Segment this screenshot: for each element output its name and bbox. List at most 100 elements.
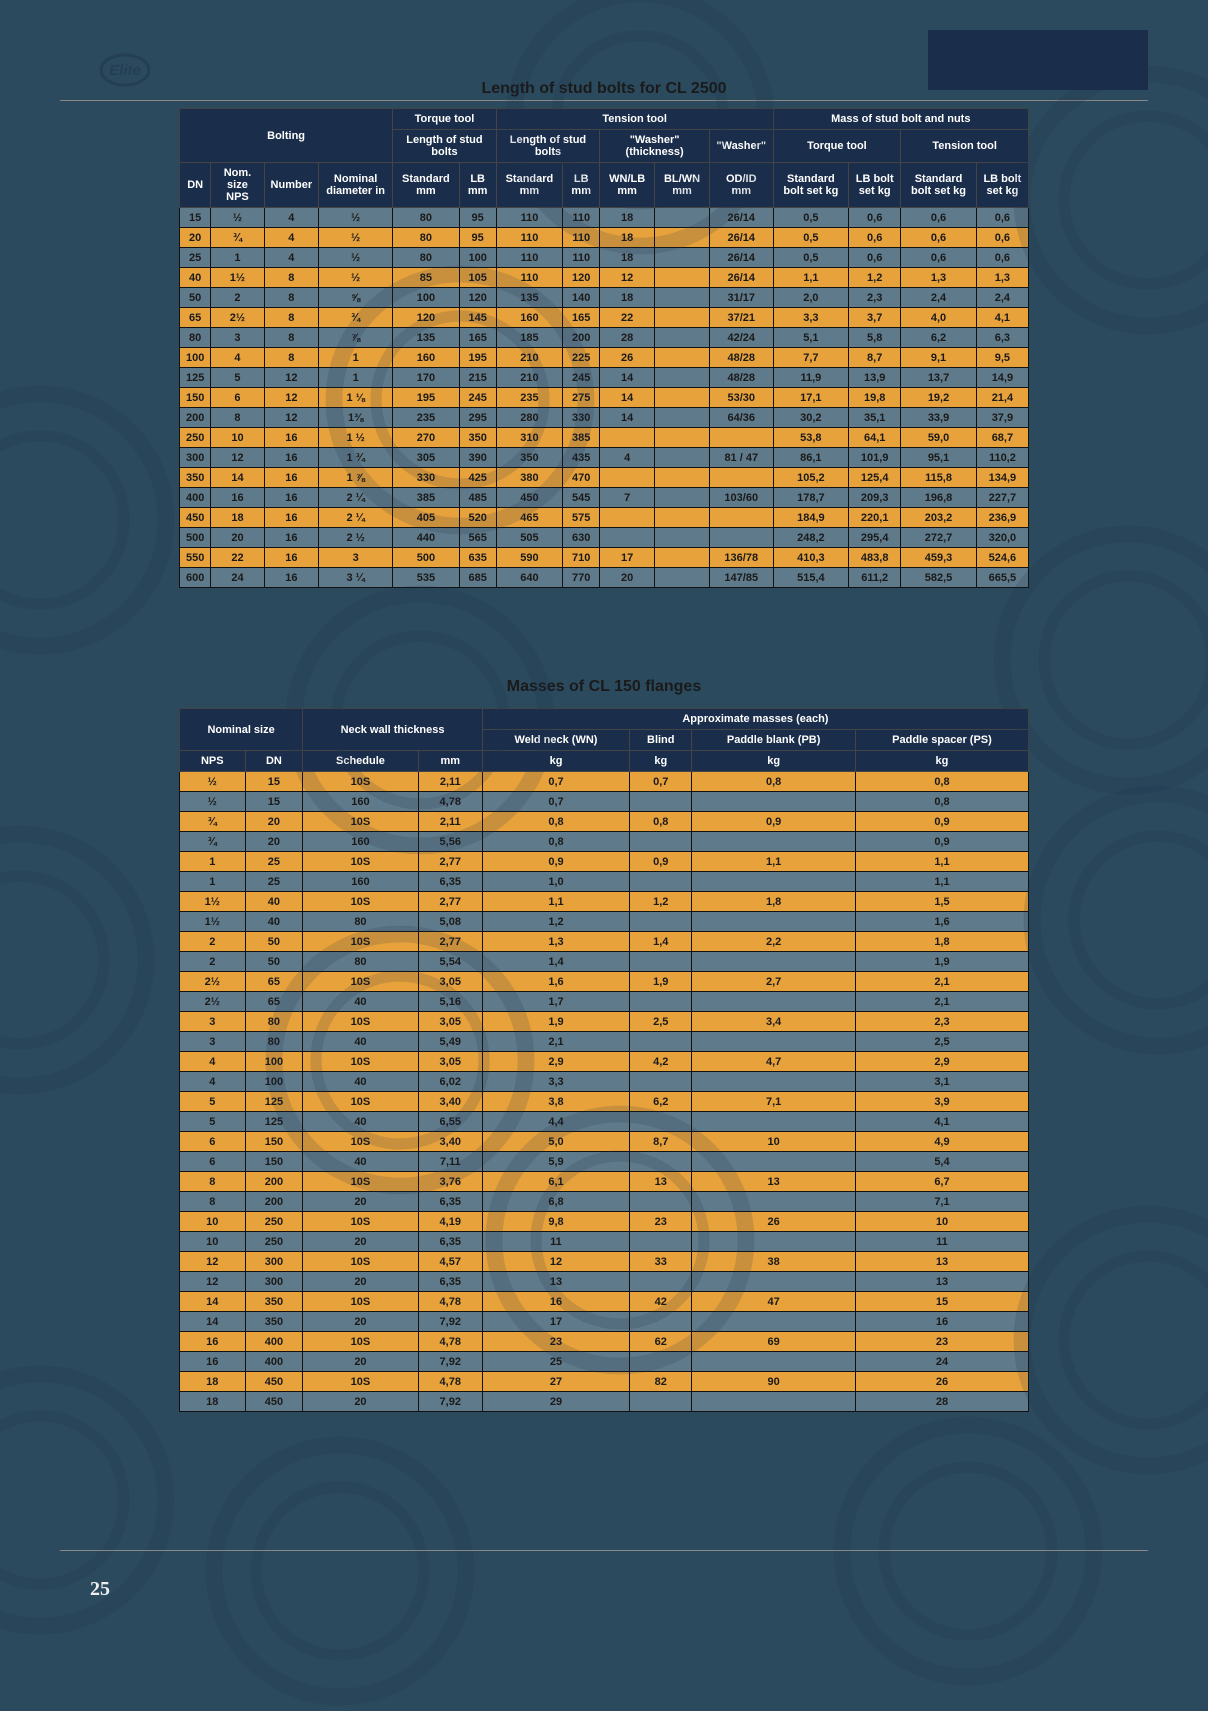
table-row: 250805,541,41,9 [180, 952, 1029, 972]
cell: 2,3 [855, 1012, 1028, 1032]
cell: 630 [563, 528, 600, 548]
table-row: 12551211702152102451448/2811,913,913,714… [180, 368, 1029, 388]
cell: 7,92 [418, 1312, 482, 1332]
cell: 600 [180, 568, 211, 588]
cell: 105,2 [773, 468, 849, 488]
cell: 10S [303, 1372, 418, 1392]
cell: 4,9 [855, 1132, 1028, 1152]
cell: 26/14 [709, 228, 773, 248]
cell [655, 228, 710, 248]
table-row: 1025010S4,199,8232610 [180, 1212, 1029, 1232]
cell: 500 [393, 548, 459, 568]
column-header: kg [482, 751, 629, 772]
th-torq-m: Torque tool [773, 130, 901, 163]
cell: 0,5 [773, 248, 849, 268]
table-row: 18450207,922928 [180, 1392, 1029, 1412]
cell: ½ [319, 268, 393, 288]
cell: 125,4 [849, 468, 901, 488]
cell: 1,0 [482, 872, 629, 892]
cell: 5 [180, 1112, 246, 1132]
cell: 10S [303, 1212, 418, 1232]
cell: 640 [496, 568, 562, 588]
table-row: 38010S3,051,92,53,42,3 [180, 1012, 1029, 1032]
cell [692, 1112, 856, 1132]
cell: 110 [496, 208, 562, 228]
cell: 1,2 [849, 268, 901, 288]
watermark-stamp [1008, 60, 1208, 340]
cell: 103/60 [709, 488, 773, 508]
cell: 20 [600, 568, 655, 588]
cell: 350 [496, 448, 562, 468]
cell: 435 [563, 448, 600, 468]
cell: 65 [245, 972, 303, 992]
cell: 100 [459, 248, 496, 268]
cell: 7,11 [418, 1152, 482, 1172]
cell: 12 [264, 368, 319, 388]
cell: 1½ [180, 892, 246, 912]
cell: 1 ⅛ [319, 388, 393, 408]
cell: 524,6 [976, 548, 1028, 568]
cell [600, 508, 655, 528]
cell: 20 [303, 1392, 418, 1412]
cell: 4,2 [630, 1052, 692, 1072]
cell: 0,9 [630, 852, 692, 872]
cell: 12 [264, 388, 319, 408]
cell: 2 [180, 952, 246, 972]
table-row: 15½4½80951101101826/140,50,60,60,6 [180, 208, 1029, 228]
column-header: LB mm [459, 163, 496, 208]
column-header: OD/ID mm [709, 163, 773, 208]
cell: 40 [180, 268, 211, 288]
cell: 10S [303, 1292, 418, 1312]
cell: 26/14 [709, 208, 773, 228]
cell: 245 [563, 368, 600, 388]
column-header: mm [418, 751, 482, 772]
cell: 135 [496, 288, 562, 308]
cell: 100 [245, 1072, 303, 1092]
cell: 195 [393, 388, 459, 408]
cell: 40 [245, 892, 303, 912]
cell: 2,0 [773, 288, 849, 308]
cell: 305 [393, 448, 459, 468]
cell: 1,9 [482, 1012, 629, 1032]
cell: 80 [303, 912, 418, 932]
cell: 6 [211, 388, 264, 408]
column-header: kg [855, 751, 1028, 772]
cell: 0,9 [482, 852, 629, 872]
cell: 1 [211, 248, 264, 268]
cell: 17 [600, 548, 655, 568]
cell [655, 488, 710, 508]
cell: 16 [264, 448, 319, 468]
cell: 3,4 [692, 1012, 856, 1032]
cell: 0,6 [901, 208, 977, 228]
column-header: kg [692, 751, 856, 772]
cell: 2,1 [855, 972, 1028, 992]
cell: 125 [245, 1092, 303, 1112]
cell [630, 1312, 692, 1332]
cell: 11 [482, 1232, 629, 1252]
th-bolting: Bolting [180, 109, 393, 163]
cell [692, 992, 856, 1012]
cell: 220,1 [849, 508, 901, 528]
table-row: 1640010S4,7823626923 [180, 1332, 1029, 1352]
cell: 26 [692, 1212, 856, 1232]
table-row: 652½8¾1201451601652237/213,33,74,04,1 [180, 308, 1029, 328]
cell: 42/24 [709, 328, 773, 348]
cell: 18 [180, 1372, 246, 1392]
cell: 0,6 [849, 248, 901, 268]
cell [655, 368, 710, 388]
table-row: 16400207,922524 [180, 1352, 1029, 1372]
cell: 485 [459, 488, 496, 508]
cell: 1,7 [482, 992, 629, 1012]
table-row: 1004811601952102252648/287,78,79,19,5 [180, 348, 1029, 368]
table-row: 25010S2,771,31,42,21,8 [180, 932, 1029, 952]
cell: 10S [303, 1172, 418, 1192]
cell: 23 [630, 1212, 692, 1232]
cell: 10S [303, 852, 418, 872]
cell: 209,3 [849, 488, 901, 508]
cell [655, 208, 710, 228]
table-row: 1251606,351,01,1 [180, 872, 1029, 892]
watermark-stamp [200, 1431, 480, 1711]
cell: 20 [303, 1232, 418, 1252]
cell: 184,9 [773, 508, 849, 528]
cell: 1 [180, 872, 246, 892]
